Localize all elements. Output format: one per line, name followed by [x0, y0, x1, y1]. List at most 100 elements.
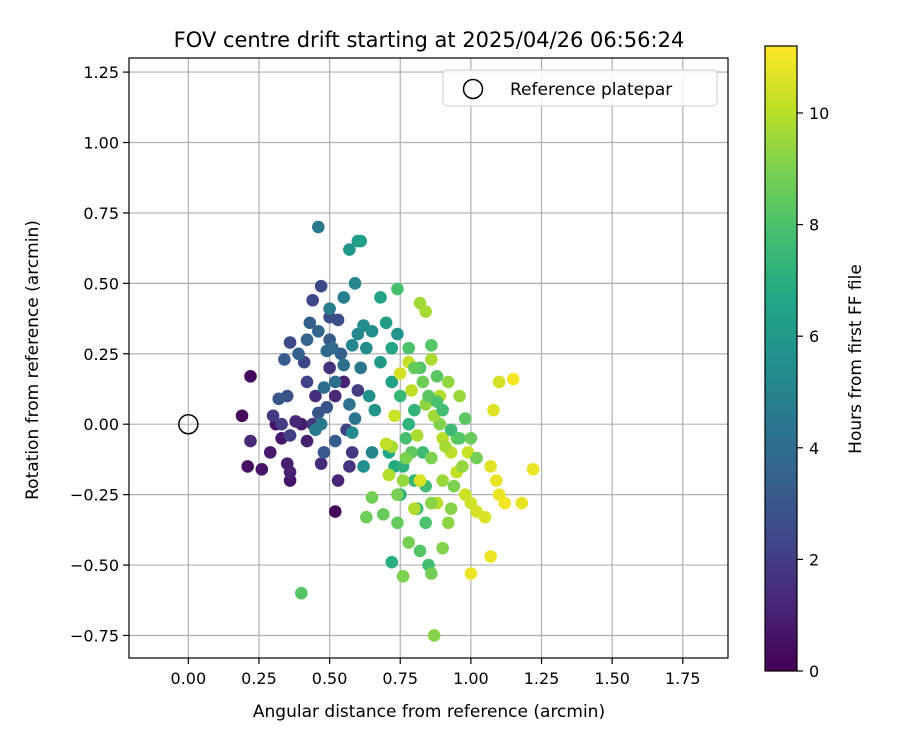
y-tick-label: 1.00 [83, 134, 119, 153]
data-point [385, 375, 399, 389]
data-point [425, 339, 438, 352]
x-tick-label: 0.25 [241, 669, 277, 688]
data-point [348, 277, 362, 290]
x-tick-label: 1.50 [594, 669, 630, 688]
data-point [453, 389, 466, 403]
data-point [348, 412, 362, 425]
grid-lines [129, 58, 728, 658]
data-point [436, 474, 449, 487]
data-point [343, 460, 356, 473]
data-point [283, 465, 297, 479]
data-point [374, 291, 387, 304]
data-point [430, 370, 444, 383]
data-point [379, 316, 393, 330]
data-point [365, 491, 379, 504]
data-point [295, 586, 308, 600]
data-point [314, 279, 328, 293]
legend: Reference platepar [442, 69, 718, 107]
data-point [425, 567, 438, 580]
y-tick-label: 0.75 [83, 204, 119, 223]
data-point [365, 446, 379, 459]
data-point [399, 431, 413, 445]
data-point [376, 508, 390, 521]
y-tick-label: 0.00 [83, 415, 119, 434]
data-point [326, 341, 339, 355]
data-point [312, 324, 325, 338]
y-tick-label: 1.25 [83, 63, 119, 82]
data-point [391, 327, 404, 341]
x-tick-label: 0.00 [171, 669, 207, 688]
data-point [283, 336, 297, 349]
data-point [425, 451, 438, 465]
data-point [312, 220, 325, 234]
data-point [425, 496, 438, 510]
data-point [515, 496, 529, 510]
y-tick-label: 0.50 [83, 274, 119, 293]
data-point [303, 316, 317, 330]
y-tick-label: 0.25 [83, 345, 119, 364]
legend-reference-marker-icon [462, 78, 484, 100]
data-point [362, 389, 376, 403]
data-point [337, 358, 351, 372]
y-tick-label: −0.50 [70, 556, 119, 575]
x-tick-label: 0.75 [382, 669, 418, 688]
data-point [354, 361, 367, 375]
data-point [345, 426, 359, 439]
reference-platepar-marker [178, 413, 199, 435]
x-tick-label: 1.75 [665, 669, 701, 688]
data-point [323, 361, 336, 375]
data-point [328, 505, 342, 518]
data-point [391, 488, 404, 501]
data-point [441, 516, 455, 530]
data-point [272, 392, 286, 406]
data-point [478, 510, 492, 524]
data-point [300, 434, 314, 448]
data-point [487, 403, 500, 417]
data-point [413, 544, 427, 558]
data-point [275, 417, 288, 431]
data-point [388, 409, 401, 423]
data-point [343, 243, 356, 256]
data-point [490, 474, 503, 487]
data-point [456, 460, 469, 473]
data-point [317, 381, 331, 394]
x-axis: 0.00 0.25 0.50 0.75 1.00 1.25 1.50 1.75 [171, 658, 701, 688]
data-point [368, 403, 382, 417]
data-point [391, 516, 404, 530]
data-point [314, 457, 328, 470]
data-point [244, 434, 257, 448]
data-point [458, 412, 472, 425]
data-point [410, 429, 424, 442]
data-point [345, 339, 359, 352]
data-point [427, 629, 441, 642]
data-point [266, 409, 280, 423]
colorbar-tick-label: 0 [809, 662, 819, 681]
data-point [402, 341, 416, 355]
data-point [306, 293, 319, 307]
data-point [498, 496, 512, 510]
data-point [379, 437, 393, 451]
colorbar-label: Hours from first FF file [846, 264, 866, 454]
data-point [419, 516, 432, 530]
data-point [278, 353, 291, 366]
data-point [484, 550, 497, 563]
data-point [345, 446, 359, 459]
data-point [323, 302, 336, 316]
data-point [453, 431, 466, 445]
data-point [331, 474, 345, 487]
data-point [328, 389, 342, 403]
y-axis: −0.75 −0.50 −0.25 0.00 0.25 0.50 0.75 1.00 1.25 [70, 63, 129, 645]
colorbar-gradient [765, 46, 797, 671]
data-point [484, 460, 497, 473]
colorbar-ticks: 0 2 4 6 8 10 [797, 104, 829, 681]
x-tick-label: 1.25 [524, 669, 560, 688]
data-point [506, 372, 520, 386]
data-point [351, 384, 365, 397]
data-point [447, 479, 461, 493]
data-point [385, 555, 399, 569]
data-point [337, 291, 351, 304]
colorbar-tick-label: 4 [809, 439, 819, 458]
data-points [235, 220, 540, 642]
x-tick-label: 0.50 [312, 669, 348, 688]
data-point [402, 536, 416, 549]
